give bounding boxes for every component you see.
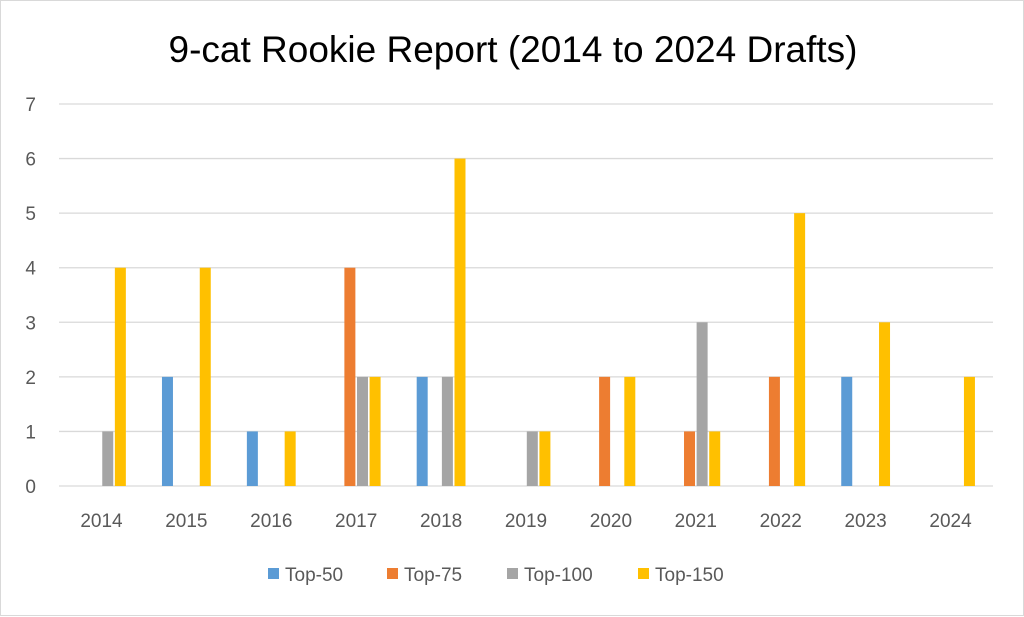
chart-title: 9-cat Rookie Report (2014 to 2024 Drafts… xyxy=(169,29,858,70)
legend-item-top-50: Top-50 xyxy=(268,565,343,586)
x-tick-label: 2016 xyxy=(250,511,292,532)
bar-top-50-2023 xyxy=(841,376,853,486)
bar-top-150-2024 xyxy=(963,376,975,486)
bar-top-100-2021 xyxy=(696,322,708,486)
bar-top-50-2018 xyxy=(416,376,428,486)
x-tick-label: 2021 xyxy=(675,511,717,532)
x-tick-label: 2023 xyxy=(844,511,886,532)
bar-top-75-2017 xyxy=(344,267,356,486)
legend-label: Top-150 xyxy=(655,565,724,586)
legend-item-top-100: Top-100 xyxy=(507,565,593,586)
y-tick-label: 6 xyxy=(25,150,36,171)
bars xyxy=(102,158,975,487)
bar-top-150-2017 xyxy=(369,376,381,486)
y-tick-label: 2 xyxy=(25,368,36,389)
bar-top-75-2020 xyxy=(599,376,611,486)
legend: Top-50 Top-75 Top-100 Top-150 xyxy=(268,565,724,586)
legend-swatch xyxy=(638,568,649,579)
x-tick-label: 2015 xyxy=(165,511,207,532)
x-tick-label: 2018 xyxy=(420,511,462,532)
x-tick-label: 2020 xyxy=(590,511,632,532)
legend-label: Top-75 xyxy=(404,565,462,586)
bar-top-100-2019 xyxy=(526,431,538,486)
bar-top-150-2019 xyxy=(539,431,551,486)
x-tick-label: 2017 xyxy=(335,511,377,532)
legend-item-top-75: Top-75 xyxy=(387,565,462,586)
y-tick-label: 1 xyxy=(25,422,36,443)
bar-top-150-2022 xyxy=(794,213,806,486)
bar-top-150-2015 xyxy=(199,267,211,486)
bar-top-150-2020 xyxy=(624,376,636,486)
x-tick-label: 2024 xyxy=(929,511,972,532)
y-tick-label: 4 xyxy=(25,259,36,280)
bar-top-150-2016 xyxy=(284,431,296,486)
bar-top-75-2022 xyxy=(768,376,780,486)
y-axis-tick-labels: 0 1 2 3 4 5 6 7 xyxy=(25,95,36,498)
legend-swatch xyxy=(268,568,279,579)
y-tick-label: 7 xyxy=(25,95,36,116)
bar-top-150-2023 xyxy=(879,322,891,486)
bar-top-75-2021 xyxy=(684,431,696,486)
bar-top-150-2014 xyxy=(114,267,126,486)
legend-item-top-150: Top-150 xyxy=(638,565,724,586)
bar-top-50-2015 xyxy=(161,376,173,486)
x-tick-label: 2022 xyxy=(760,511,802,532)
bar-top-100-2017 xyxy=(356,376,368,486)
gridlines xyxy=(59,103,993,487)
y-tick-label: 0 xyxy=(25,477,36,498)
x-axis-tick-labels: 2014 2015 2016 2017 2018 2019 2020 2021 2022 2023… xyxy=(80,511,972,532)
bar-top-100-2018 xyxy=(441,376,453,486)
x-tick-label: 2019 xyxy=(505,511,547,532)
bar-top-50-2016 xyxy=(246,431,258,486)
legend-label: Top-50 xyxy=(285,565,343,586)
bar-top-150-2021 xyxy=(709,431,721,486)
bar-top-150-2018 xyxy=(454,158,466,487)
legend-swatch xyxy=(387,568,398,579)
x-tick-label: 2014 xyxy=(80,511,123,532)
y-tick-label: 5 xyxy=(25,204,36,225)
y-tick-label: 3 xyxy=(25,313,36,334)
bar-top-100-2014 xyxy=(102,431,114,486)
legend-swatch xyxy=(507,568,518,579)
legend-label: Top-100 xyxy=(524,565,593,586)
